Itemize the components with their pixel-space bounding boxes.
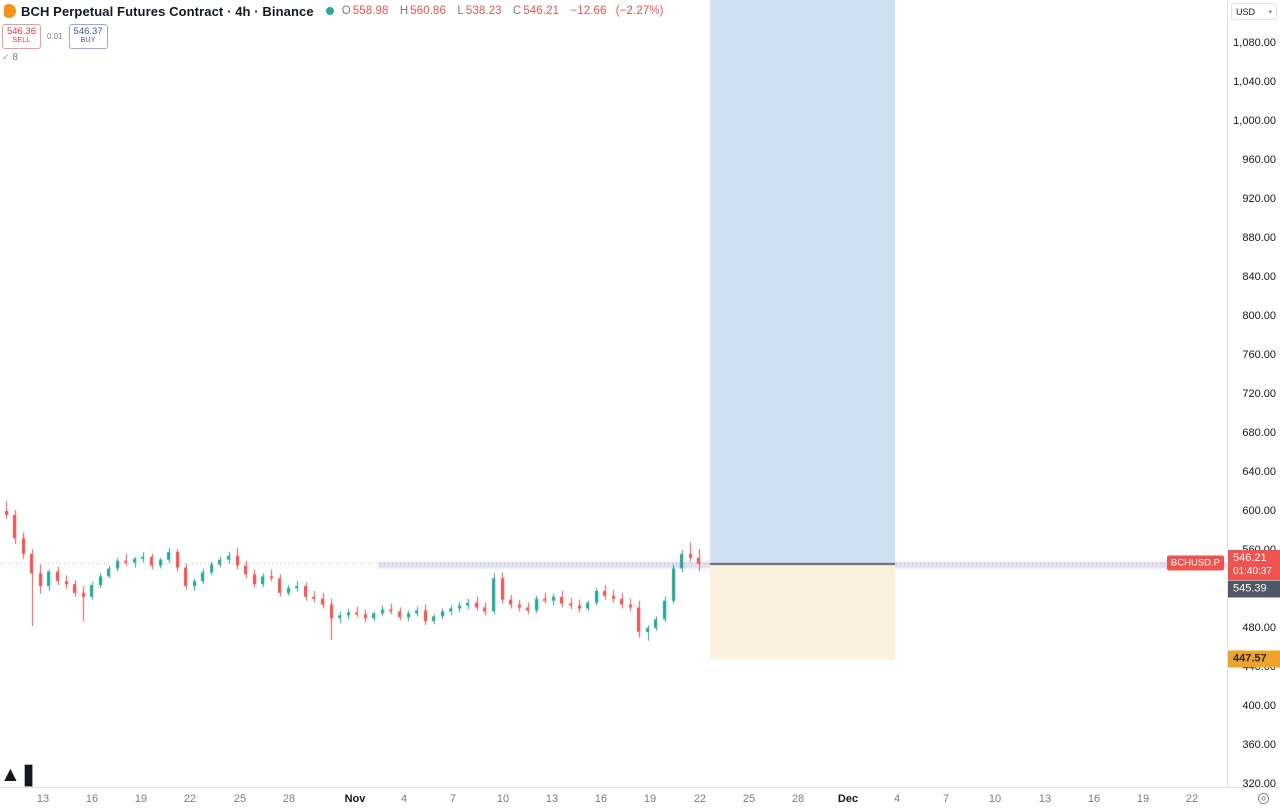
time-tick: 13 [545,793,559,805]
currency-label: USD [1236,6,1256,17]
ohlc-low-value: 538.23 [465,5,502,17]
time-tick: 7 [942,793,950,805]
tradingview-logo[interactable]: ▲❚ [0,763,37,786]
buy-label: BUY [80,37,96,45]
time-tick: 10 [988,793,1002,805]
buy-button[interactable]: 546.37 BUY [68,23,108,49]
price-tick: 1,000.00 [1233,115,1276,127]
ohlc-change: −12.66 [570,5,607,17]
time-tick: 4 [400,793,408,805]
buy-price: 546.37 [73,26,103,38]
price-tick: 960.00 [1242,154,1276,166]
ohlc-close-key: C [512,5,522,17]
price-tick: 680.00 [1242,427,1276,439]
time-tick: 13 [36,793,50,805]
stop-price-value: 447.57 [1233,652,1267,665]
time-tick: Nov [344,793,366,805]
time-tick: 19 [1136,793,1150,805]
time-tick: 7 [449,793,457,805]
price-tick: 1,040.00 [1233,76,1276,88]
time-tick: 16 [1087,793,1101,805]
time-tick: 22 [1185,793,1199,805]
currency-selector[interactable]: USD ▾ [1231,3,1277,20]
indicator-label: 8 [12,52,19,63]
time-tick: 28 [791,793,805,805]
time-axis[interactable]: 13 16 19 22 25 28 Nov 4 7 10 13 16 19 22 25 28 Dec 4 7 10 13… [0,787,1280,809]
ohlc-values: O 558.98 H 560.86 L 538.23 C 546.21 −12.66 (… [342,5,666,17]
gear-icon[interactable] [1257,792,1270,805]
candlestick-canvas[interactable] [0,0,1228,788]
time-tick: 19 [134,793,148,805]
price-tick: 880.00 [1242,232,1276,244]
time-tick: 22 [693,793,707,805]
price-tick: 920.00 [1242,193,1276,205]
price-tick: 360.00 [1242,739,1276,751]
ohlc-high-value: 560.86 [410,5,447,17]
ohlc-low-key: L [457,5,464,17]
price-tick: 720.00 [1242,388,1276,400]
checkmark-icon[interactable]: ✓ [2,52,10,62]
market-open-dot [325,7,334,15]
time-tick: 22 [183,793,197,805]
indicator-row[interactable]: ✓ 8 [2,52,18,63]
time-tick: 28 [282,793,296,805]
bid-price-value: 545.39 [1233,582,1267,595]
time-tick: 10 [496,793,510,805]
price-tick: 600.00 [1242,505,1276,517]
bch-coin-icon [2,4,16,18]
time-tick: 19 [643,793,657,805]
bid-price-badge[interactable]: 545.39 [1228,580,1280,598]
price-tick: 840.00 [1242,271,1276,283]
ohlc-change-percent: (−2.27%) [615,5,664,17]
ohlc-high-key: H [399,5,409,17]
price-tick: 480.00 [1242,622,1276,634]
time-tick: 16 [594,793,608,805]
countdown-timer: 01:40:37 [1233,566,1272,577]
ohlc-close-value: 546.21 [523,5,560,17]
time-tick: 13 [1038,793,1052,805]
time-tick: 4 [893,793,901,805]
price-tick: 1,080.00 [1233,37,1276,49]
spread-value: 0.01 [47,31,63,41]
time-tick: 25 [233,793,247,805]
page-title[interactable]: BCH Perpetual Futures Contract · 4h · Bi… [21,3,314,19]
chevron-down-icon: ▾ [1268,8,1272,16]
time-tick: Dec [837,793,859,805]
symbol-tag[interactable]: BCHUSD.P [1166,555,1224,571]
price-tick: 800.00 [1242,310,1276,322]
chart-legend: BCH Perpetual Futures Contract · 4h · Bi… [0,0,666,22]
chart-plot-area[interactable] [0,0,1228,788]
stop-price-badge[interactable]: 447.57 [1228,650,1280,668]
price-tick: 400.00 [1242,700,1276,712]
time-tick: 25 [742,793,756,805]
ohlc-open-value: 558.98 [352,5,389,17]
last-price-badge[interactable]: 546.21 01:40:37 [1228,550,1280,580]
last-price-value: 546.21 [1233,552,1267,564]
price-tick: 640.00 [1242,466,1276,478]
ohlc-open-key: O [341,5,351,17]
sell-price: 546.36 [6,26,37,38]
sell-label: SELL [12,37,31,45]
price-axis[interactable]: USD ▾ 1,080.00 1,040.00 1,000.00 960.00 920.… [1227,0,1280,790]
trade-panel: 546.36 SELL 0.01 546.37 BUY [2,23,108,49]
time-tick: 16 [85,793,99,805]
sell-button[interactable]: 546.36 SELL [2,23,41,49]
price-tick: 760.00 [1242,349,1276,361]
